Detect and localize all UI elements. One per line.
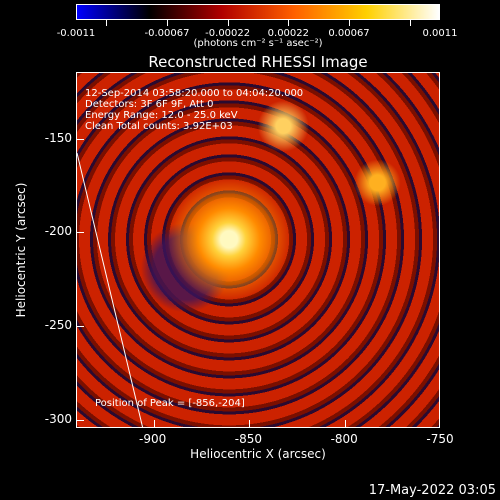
- x-tick-label: -750: [426, 432, 454, 446]
- info-time: 12-Sep-2014 03:58:20.000 to 04:04:20.000: [85, 88, 304, 99]
- y-tick-label: -200: [44, 224, 72, 239]
- colorbar-ticks: [76, 20, 440, 28]
- y-tick-label: -250: [44, 317, 72, 332]
- rhessi-image-plot: 12-Sep-2014 03:58:20.000 to 04:04:20.000…: [76, 72, 440, 428]
- peak-position: Position of Peak = [-856,-204]: [95, 398, 245, 409]
- colorbar-tick: [167, 20, 168, 26]
- x-tick: [153, 420, 155, 427]
- info-detectors: Detectors: 3F 6F 9F, Att 0: [85, 99, 214, 110]
- info-clean: Clean Total counts: 3.92E+03: [85, 121, 233, 132]
- x-axis-label: Heliocentric X (arcsec): [190, 447, 326, 461]
- colorbar-tick-label: -0.00067: [144, 28, 190, 39]
- x-tick-label: -900: [139, 432, 167, 446]
- plot-title: Reconstructed RHESSI Image: [148, 53, 368, 71]
- colorbar-tick: [409, 20, 411, 26]
- y-tick: [77, 138, 84, 140]
- colorbar: [76, 4, 440, 20]
- colorbar-tick-label: 0.00067: [328, 28, 370, 39]
- x-tick-label: -800: [330, 432, 358, 446]
- colorbar-tick: [349, 20, 350, 26]
- timestamp-footer: 17-May-2022 03:05: [368, 483, 496, 498]
- y-tick-label: -300: [44, 411, 72, 426]
- y-tick: [77, 232, 84, 234]
- x-tick: [249, 420, 251, 427]
- y-axis-label: Heliocentric Y (arcsec): [14, 182, 28, 318]
- colorbar-tick-label: -0.00022: [205, 28, 251, 39]
- solar-limb-line: [77, 152, 144, 427]
- colorbar-tick: [106, 20, 108, 26]
- y-tick: [77, 325, 84, 327]
- y-tick: [77, 419, 84, 421]
- y-tick-label: -150: [44, 130, 72, 145]
- x-tick-label: -850: [234, 432, 263, 446]
- colorbar-tick: [288, 20, 290, 26]
- x-tick: [345, 420, 347, 427]
- colorbar-tick-label: 0.0011: [422, 28, 458, 39]
- colorbar-tick: [227, 20, 229, 26]
- colorbar-units: (photons cm⁻² s⁻¹ asec⁻²): [193, 38, 323, 49]
- info-energy: Energy Range: 12.0 - 25.0 keV: [85, 110, 238, 121]
- colorbar-tick-label: -0.0011: [56, 28, 96, 39]
- colorbar-tick-label: 0.00022: [267, 28, 310, 39]
